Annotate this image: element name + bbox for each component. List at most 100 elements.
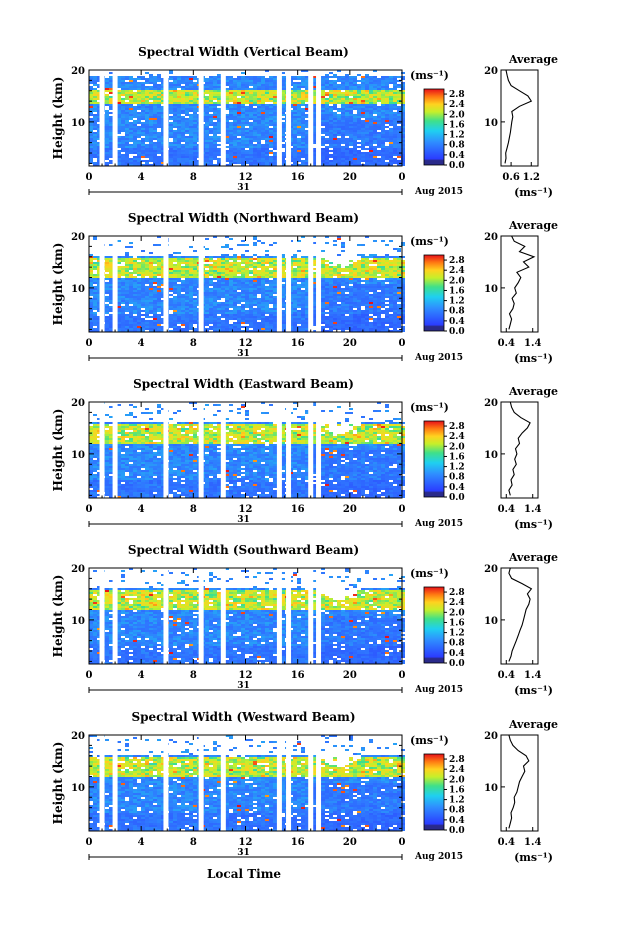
x-tick-label: 20 [343, 504, 357, 515]
profile-y-tick-label: 10 [484, 118, 498, 129]
chart-title: Spectral Width (Eastward Beam) [133, 377, 354, 391]
profile-line [508, 734, 530, 829]
x-tick-label: 0 [86, 172, 93, 183]
x-tick-label: 20 [343, 172, 357, 183]
colorbar-label: (ms⁻¹) [410, 734, 449, 747]
chart-title: Spectral Width (Westward Beam) [131, 710, 355, 724]
average-profile: Average 0.4 1.4 20 10 (ms⁻¹) [484, 219, 558, 365]
data-gap [99, 402, 105, 498]
colorbar-tick-label: 2.0 [449, 775, 465, 785]
x-tick-label: 0 [399, 172, 406, 183]
profile-frame [500, 69, 539, 167]
x-axis-title: Local Time [207, 867, 281, 881]
heatmap-cells [89, 70, 405, 166]
profile-title: Average [508, 718, 558, 731]
data-gap [286, 236, 292, 332]
average-profile: Average 0.4 1.4 20 10 (ms⁻¹) [484, 385, 558, 531]
profile-y-tick-label: 10 [484, 783, 498, 794]
data-gap [112, 568, 118, 664]
x-tick-label: 0 [399, 837, 406, 848]
x-tick-label: 0 [86, 837, 93, 848]
profile-x-tick-label: 1.4 [524, 338, 541, 349]
colorbar-tick-label: 2.4 [449, 432, 465, 442]
x-tick-label: 4 [138, 172, 145, 183]
date-center-label: 31 [237, 183, 250, 193]
colorbar-tick-label: 1.2 [449, 629, 465, 639]
x-tick-label: 12 [239, 837, 253, 848]
profile-y-tick-label: 10 [484, 616, 498, 627]
data-gap [163, 236, 169, 332]
colorbar-tick-label: 0.0 [449, 161, 465, 171]
profile-line [508, 401, 531, 496]
colorbar [423, 420, 445, 498]
x-tick-label: 16 [291, 338, 305, 349]
date-center-label: 31 [237, 681, 250, 691]
y-axis-title: Height (km) [51, 409, 65, 492]
data-gap [316, 568, 322, 664]
colorbar [423, 254, 445, 332]
y-tick-label: 10 [71, 783, 85, 794]
colorbar-tick-label: 1.2 [449, 463, 465, 473]
x-tick-label: 16 [291, 504, 305, 515]
data-gap [198, 70, 204, 166]
profile-frame [500, 401, 539, 499]
y-tick-label: 20 [71, 398, 85, 409]
data-gap [316, 735, 322, 831]
colorbar-label: (ms⁻¹) [410, 401, 449, 414]
colorbar-tick-label: 1.6 [449, 452, 465, 462]
average-profile: Average 0.4 1.4 20 10 (ms⁻¹) [484, 718, 558, 864]
data-gap [308, 735, 314, 831]
x-tick-label: 12 [239, 670, 253, 681]
y-tick-label: 10 [71, 450, 85, 461]
data-gap [163, 568, 169, 664]
x-tick-label: 20 [343, 837, 357, 848]
colorbar-tick-label: 0.0 [449, 659, 465, 669]
profile-x-tick-label: 0.4 [498, 837, 515, 848]
profile-x-label: (ms⁻¹) [514, 684, 553, 697]
chart-panel-2: Spectral Width (Northward Beam) 0 4 8 12 16 20… [51, 211, 558, 365]
profile-line [508, 235, 536, 330]
data-gap [308, 70, 314, 166]
data-gap [163, 402, 169, 498]
y-tick-label: 10 [71, 284, 85, 295]
chart-title: Spectral Width (Vertical Beam) [138, 45, 349, 59]
x-tick-label: 12 [239, 338, 253, 349]
x-tick-label: 0 [86, 670, 93, 681]
global-labels: Local Time [207, 867, 281, 881]
colorbar-tick-label: 2.8 [449, 90, 465, 100]
profile-x-tick-label: 1.2 [523, 172, 540, 183]
data-gap [316, 402, 322, 498]
data-gap [112, 735, 118, 831]
heatmap-cells [89, 568, 405, 664]
x-tick-label: 20 [343, 338, 357, 349]
profile-x-label: (ms⁻¹) [514, 186, 553, 199]
colorbar-tick-label: 0.8 [449, 639, 465, 649]
data-gap [220, 402, 226, 498]
x-tick-label: 20 [343, 670, 357, 681]
colorbar-tick-label: 0.8 [449, 307, 465, 317]
x-tick-label: 4 [138, 504, 145, 515]
colorbar-label: (ms⁻¹) [410, 69, 449, 82]
data-gap [308, 568, 314, 664]
profile-y-tick-label: 10 [484, 450, 498, 461]
chart-panel-3: Spectral Width (Eastward Beam) 0 4 8 12 16 20 0… [51, 377, 558, 531]
data-gap [198, 568, 204, 664]
colorbar-label: (ms⁻¹) [410, 235, 449, 248]
date-right-label: Aug 2015 [414, 187, 463, 197]
colorbar-tick-label: 2.4 [449, 266, 465, 276]
data-gap [220, 568, 226, 664]
profile-line [504, 69, 533, 164]
x-tick-label: 16 [291, 837, 305, 848]
data-gap [276, 568, 282, 664]
chart-title: Spectral Width (Southward Beam) [128, 543, 359, 557]
x-tick-label: 4 [138, 670, 145, 681]
colorbar-tick-label: 0.4 [449, 151, 465, 161]
profile-line [508, 567, 533, 662]
profile-x-tick-label: 1.4 [524, 837, 541, 848]
x-tick-label: 12 [239, 172, 253, 183]
profile-title: Average [508, 385, 558, 398]
profile-frame [500, 734, 539, 832]
colorbar-tick-label: 0.0 [449, 327, 465, 337]
profile-x-tick-label: 0.4 [498, 504, 515, 515]
